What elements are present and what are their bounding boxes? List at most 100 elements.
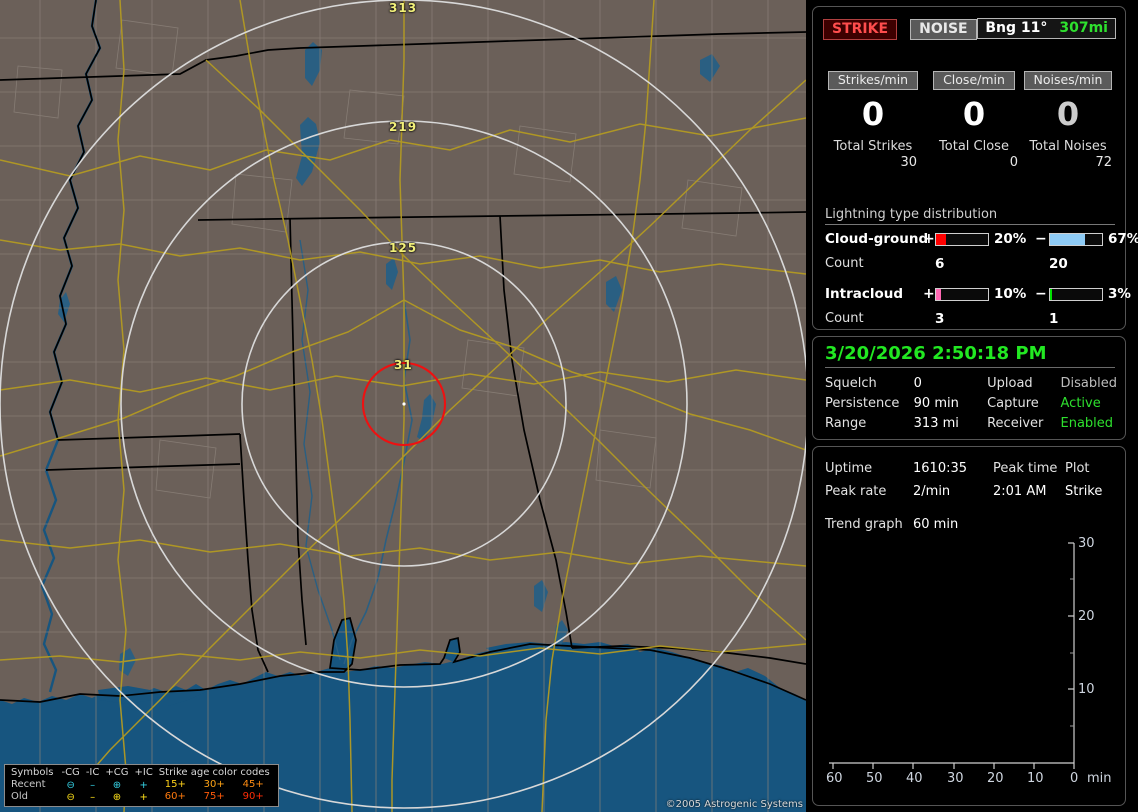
trend-graph-svg[interactable] [819, 535, 1119, 797]
symbol-old-neg-ic-icon: – [90, 791, 96, 803]
legend-age-30: 30+ [203, 779, 225, 790]
ic-negative-bar [1049, 288, 1103, 301]
cg-negative-sign: − [1035, 231, 1047, 247]
intracloud-label: Intracloud [825, 286, 904, 302]
range-label: Range [825, 416, 867, 431]
legend-age-60: 60+ [164, 791, 186, 802]
strikes-per-min-value: 0 [861, 95, 885, 133]
trend-row-peak-rate: Peak rate 2/min 2:01 AM Strike [825, 480, 1102, 503]
legend-age-90: 90+ [242, 791, 264, 802]
lake-upper-ms [305, 42, 322, 86]
state-boundaries [0, 0, 806, 703]
lake-tn-east [700, 54, 720, 82]
trend-graph-chart[interactable]: 30 20 10 60 50 40 30 20 10 0 min [819, 535, 1119, 797]
cg-count-label: Count [825, 256, 864, 271]
map-canvas[interactable] [0, 0, 806, 812]
total-strikes-block: Total Strikes 30 [821, 137, 925, 171]
plot-value: Strike [1065, 484, 1103, 499]
status-row-range: Range 313 mi Receiver Enabled [825, 414, 1117, 434]
cg-negative-percent: 67% [1108, 231, 1138, 247]
total-strikes-label: Total Strikes [833, 139, 913, 154]
range-ring-label-125: 125 [389, 241, 418, 255]
squelch-label: Squelch [825, 376, 877, 391]
range-ring-313 [0, 0, 806, 809]
trend-xtick-0: 0 [1070, 771, 1079, 786]
symbol-recent-neg-cg-icon: ⊖ [66, 779, 75, 791]
highways [0, 0, 806, 812]
receiver-value: Enabled [1060, 416, 1114, 431]
uptime-label: Uptime [825, 461, 873, 476]
cloud-ground-row: Cloud-ground + 20% − 67% [825, 231, 1138, 251]
alabama-river [343, 299, 413, 665]
cg-positive-bar [935, 233, 989, 246]
close-range-ring-31 [361, 361, 447, 447]
strikes-per-min-button[interactable]: Strikes/min [827, 71, 919, 90]
noises-per-min-button[interactable]: Noises/min [1023, 71, 1113, 90]
status-row-persistence: Persistence 90 min Capture Active [825, 394, 1117, 414]
trend-ytick-10: 10 [1078, 682, 1095, 697]
trend-xtick-50: 50 [866, 771, 883, 786]
squelch-value: 0 [913, 376, 922, 391]
ic-negative-percent: 3% [1108, 286, 1131, 302]
legend-row-old: Old ⊖ – ⊕ + 60+ 75+ 90+ [9, 791, 274, 803]
trend-ytick-30: 30 [1078, 536, 1095, 551]
strike-mode-button[interactable]: STRIKE [823, 19, 898, 40]
legend-row-label-recent: Recent [11, 779, 46, 790]
lake-ga-central [534, 580, 548, 612]
legend-col-pos-ic: +IC [134, 767, 153, 778]
trend-xtick-40: 40 [906, 771, 923, 786]
cg-positive-percent: 20% [994, 231, 1027, 247]
range-ring-125 [241, 241, 567, 567]
symbol-old-neg-cg-icon: ⊖ [66, 791, 75, 803]
mobile-bay-water [330, 618, 356, 672]
close-per-min-column: Close/min 0 [922, 69, 1026, 132]
distribution-title: Lightning type distribution [825, 207, 1115, 225]
range-ring-label-219: 219 [389, 120, 418, 134]
status-panel: 3/20/2026 2:50:18 PM Squelch 0 Upload Di… [812, 336, 1126, 440]
datetime-display: 3/20/2026 2:50:18 PM [825, 343, 1115, 368]
ic-negative-count: 1 [1049, 311, 1059, 327]
copyright-notice: ©2005 Astrogenic Systems [665, 799, 803, 810]
legend-col-neg-cg: -CG [61, 767, 80, 778]
total-strikes-value: 30 [900, 155, 917, 170]
total-noises-block: Total Noises 72 [1016, 137, 1120, 171]
symbol-recent-neg-ic-icon: – [90, 779, 96, 791]
peak-rate-value: 2/min [913, 484, 951, 499]
peak-time-value: 2:01 AM [993, 484, 1047, 499]
upload-value: Disabled [1060, 376, 1117, 391]
symbol-old-pos-ic-icon: + [139, 791, 148, 803]
trend-xtick-60: 60 [826, 771, 843, 786]
total-close-label: Total Close [939, 139, 1009, 154]
cg-negative-count: 20 [1049, 256, 1068, 272]
map-legend: Symbols -CG -IC +CG +IC Strike age color… [4, 764, 279, 807]
range-rings [0, 0, 806, 809]
bearing-value: Bng 11° [985, 20, 1048, 36]
legend-age-header: Strike age color codes [158, 767, 270, 778]
trend-panel: Uptime 1610:35 Peak time Plot Peak rate … [812, 446, 1126, 806]
noise-mode-button[interactable]: NOISE [910, 19, 977, 40]
total-noises-value: 72 [1095, 155, 1112, 170]
close-per-min-button[interactable]: Close/min [933, 71, 1015, 90]
bearing-range-readout: Bng 11° 307mi [977, 18, 1116, 39]
trend-graph-value: 60 min [913, 517, 959, 532]
trend-plot-background [819, 535, 1119, 797]
uptime-value: 1610:35 [913, 461, 968, 476]
legend-symbols-header: Symbols [11, 767, 54, 778]
radar-map[interactable]: 313 219 125 31 Symbols -CG -IC +CG +IC S… [0, 0, 806, 812]
cg-negative-bar [1049, 233, 1103, 246]
peak-time-label: Peak time [993, 461, 1058, 476]
range-ring-label-313: 313 [389, 1, 418, 15]
plot-label: Plot [1065, 461, 1090, 476]
side-panel: STRIKE NOISE Bng 11° 307mi Strikes/min 0 … [806, 0, 1138, 812]
lake-guntersville [417, 394, 436, 442]
legend-col-pos-cg: +CG [105, 767, 129, 778]
intracloud-count-row: Count 3 1 [825, 311, 1117, 331]
trend-graph-label: Trend graph [825, 517, 903, 532]
range-value: 307mi [1059, 20, 1108, 36]
cloud-ground-count-row: Count 6 20 [825, 256, 1117, 276]
lake-north-al [386, 258, 398, 290]
trend-row-graph: Trend graph 60 min [825, 513, 1102, 536]
legend-header-row: Symbols -CG -IC +CG +IC Strike age color… [9, 767, 274, 779]
capture-value: Active [1060, 396, 1101, 411]
ic-positive-sign: + [923, 286, 935, 302]
